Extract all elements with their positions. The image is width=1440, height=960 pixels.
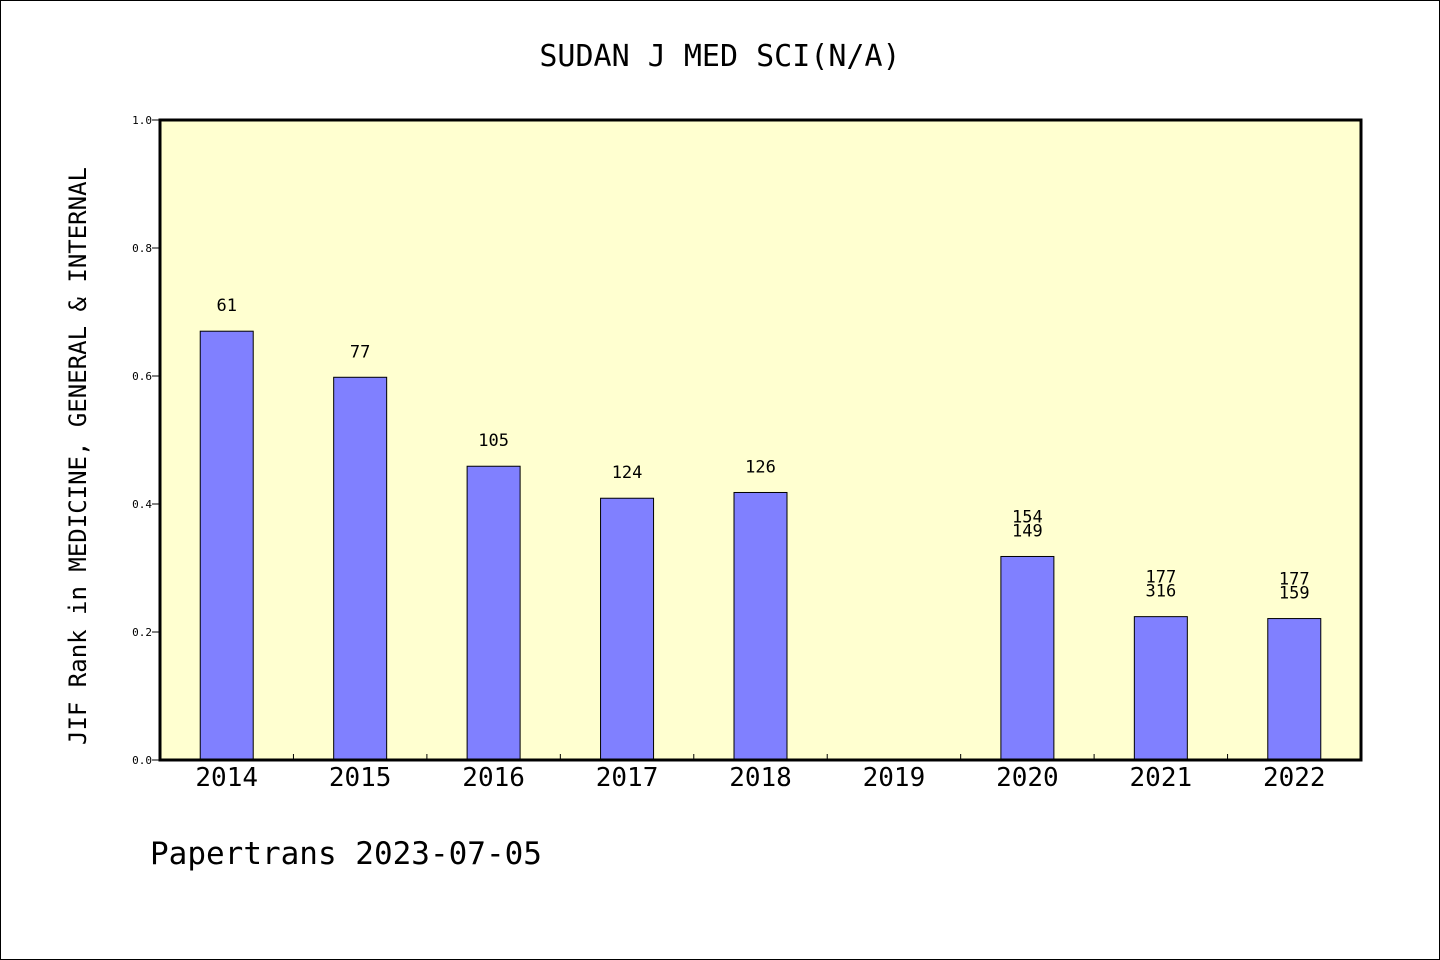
y-tick-label: 0.4: [132, 498, 152, 511]
data-label: 124: [612, 463, 643, 483]
x-tick-label: 2015: [329, 763, 392, 793]
x-tick-label: 2016: [462, 763, 525, 793]
x-tick-label: 2018: [729, 763, 792, 793]
bar-2017: [600, 497, 655, 761]
data-label: 77: [350, 342, 370, 362]
y-tick-label: 0.0: [132, 754, 152, 767]
x-tick-label: 2017: [596, 763, 659, 793]
x-tick-label: 2022: [1263, 763, 1326, 793]
x-tick-label: 2014: [195, 763, 258, 793]
data-label: 149: [1012, 521, 1043, 541]
x-axis: 2014 2015 2016 2017 2018 2019 2020 2021 2022: [195, 754, 1326, 793]
y-tick-label: 0.8: [132, 242, 152, 255]
data-label: 154: [1012, 507, 1043, 527]
data-label: 177: [1145, 568, 1176, 588]
y-axis: 0.0 0.2 0.4 0.6 0.8 1.0: [132, 114, 160, 767]
y-axis-label: JIF Rank in MEDICINE, GENERAL & INTERNAL: [64, 167, 92, 745]
bar-2015: [333, 376, 388, 761]
y-tick-label: 0.2: [132, 626, 152, 639]
chart-title: SUDAN J MED SCI(N/A): [539, 39, 900, 74]
bar-2021: [1133, 616, 1188, 761]
bar-2014: [199, 330, 254, 761]
data-label: 316: [1145, 582, 1176, 602]
y-tick-label: 1.0: [132, 114, 152, 127]
bar-series: [199, 330, 1322, 761]
data-label: 61: [216, 296, 236, 316]
x-tick-label: 2019: [863, 763, 926, 793]
y-tick-label: 0.6: [132, 370, 152, 383]
x-tick-label: 2020: [996, 763, 1059, 793]
data-label: 105: [478, 431, 509, 451]
footer-text: Papertrans 2023-07-05: [150, 836, 542, 872]
x-tick-label: 2021: [1130, 763, 1193, 793]
plot-border: [158, 118, 1363, 762]
bar-2020: [1000, 555, 1055, 761]
bar-2016: [466, 465, 521, 761]
bar-2018: [733, 491, 788, 761]
bar-2022: [1267, 618, 1322, 761]
data-label: 126: [745, 457, 776, 477]
data-label: 177: [1279, 570, 1310, 590]
data-label: 159: [1279, 584, 1310, 604]
